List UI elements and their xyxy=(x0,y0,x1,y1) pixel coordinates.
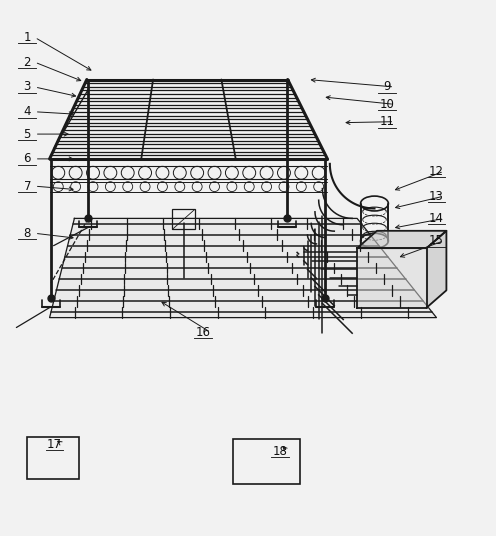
Polygon shape xyxy=(427,231,446,308)
Polygon shape xyxy=(357,248,427,308)
Text: 3: 3 xyxy=(24,80,31,93)
Text: 9: 9 xyxy=(383,80,391,93)
Text: 6: 6 xyxy=(23,152,31,166)
Text: 18: 18 xyxy=(273,445,288,458)
Text: 10: 10 xyxy=(379,98,394,111)
Bar xyxy=(27,437,79,479)
Text: 8: 8 xyxy=(24,227,31,240)
Text: 11: 11 xyxy=(379,115,394,128)
Text: 14: 14 xyxy=(429,212,444,225)
Bar xyxy=(173,210,194,229)
Text: 5: 5 xyxy=(24,128,31,140)
Polygon shape xyxy=(50,218,436,318)
Text: 17: 17 xyxy=(47,437,62,451)
Text: 1: 1 xyxy=(23,31,31,44)
Polygon shape xyxy=(357,231,446,248)
Text: 2: 2 xyxy=(23,56,31,69)
Text: 7: 7 xyxy=(23,180,31,192)
Text: 15: 15 xyxy=(429,234,444,247)
Text: 4: 4 xyxy=(23,105,31,118)
Text: 12: 12 xyxy=(429,165,444,178)
Bar xyxy=(233,439,300,484)
Text: 16: 16 xyxy=(196,326,211,339)
Text: 13: 13 xyxy=(429,190,444,203)
